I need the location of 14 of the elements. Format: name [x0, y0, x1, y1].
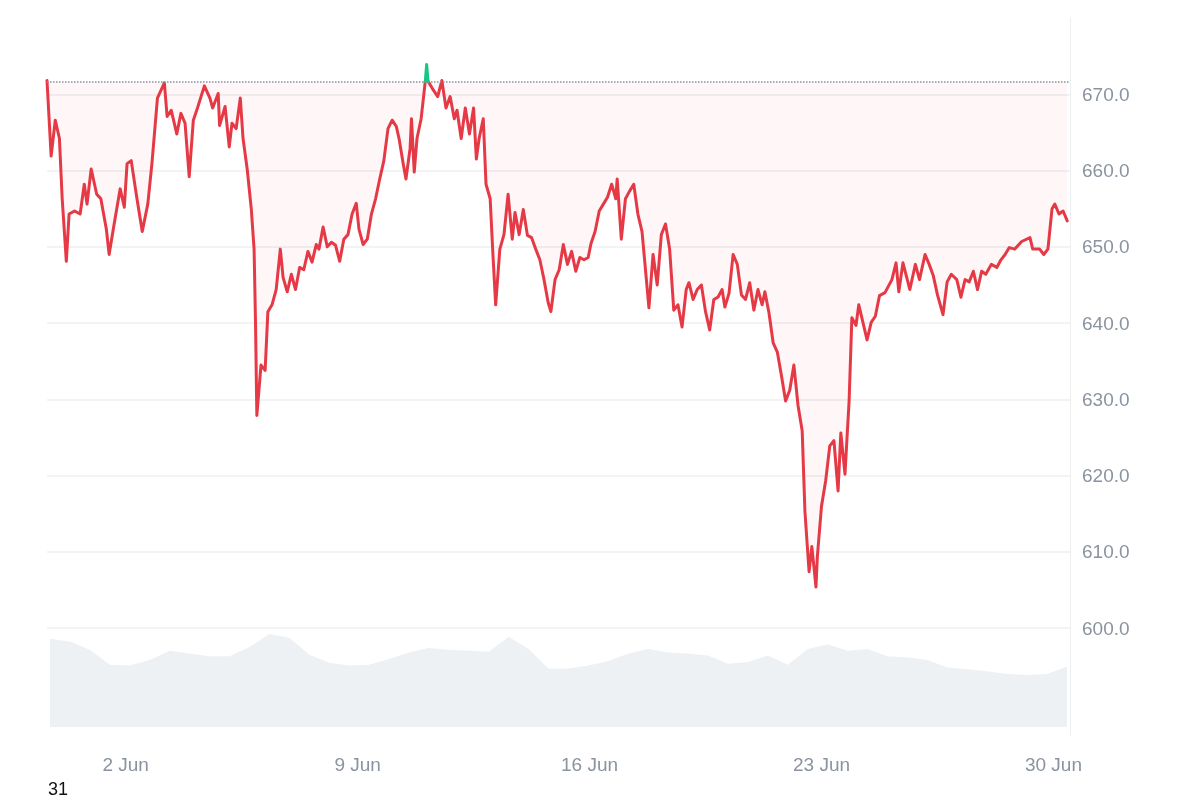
x-tick-label: 23 Jun: [792, 754, 851, 775]
text: 31: [48, 779, 69, 799]
x-tick-label: 2 Jun: [102, 754, 149, 775]
y-tick-label: 620.0: [1082, 465, 1130, 487]
x-tick-label: 16 Jun: [561, 754, 619, 775]
x-tick-label: 30 Jun: [1024, 754, 1082, 775]
y-tick-label: 600.0: [1082, 617, 1130, 639]
y-tick-label: 640.0: [1082, 312, 1130, 334]
y-tick-label: 660.0: [1082, 160, 1130, 182]
y-tick-label: 670.0: [1082, 83, 1130, 105]
y-tick-label: 630.0: [1082, 388, 1130, 410]
x-tick-label: 9 Jun: [334, 754, 381, 775]
y-tick-label: 610.0: [1082, 541, 1130, 563]
y-tick-label: 650.0: [1082, 236, 1130, 258]
